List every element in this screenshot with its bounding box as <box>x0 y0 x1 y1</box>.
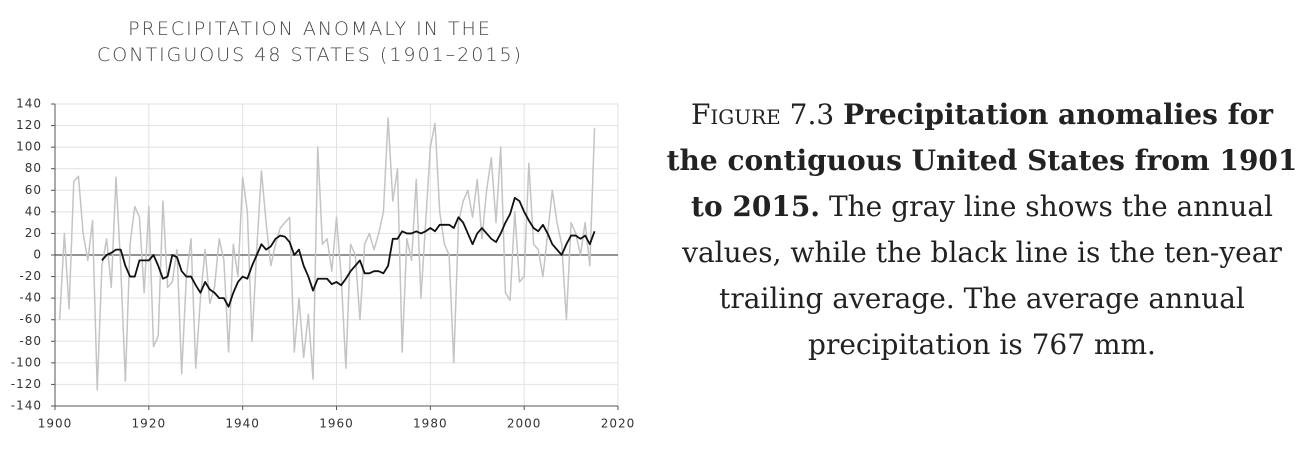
x-tick-label: 1900 <box>38 417 73 431</box>
x-tick-label: 1940 <box>225 417 260 431</box>
y-tick-label: -60 <box>19 312 42 326</box>
y-tick-label: -20 <box>19 269 42 283</box>
y-tick-label: -80 <box>19 334 42 348</box>
y-tick-label: 140 <box>16 97 42 111</box>
y-tick-label: -40 <box>19 291 42 305</box>
y-tick-label: 0 <box>33 248 42 262</box>
x-tick-label: 2000 <box>507 417 542 431</box>
caption-bold: Precipitation anomalies for the contiguo… <box>666 98 1298 223</box>
x-tick-label: 1920 <box>132 417 167 431</box>
y-tick-label: 40 <box>25 204 42 218</box>
caption-label: Figure 7.3 <box>690 98 835 131</box>
y-tick-label: 120 <box>16 118 42 132</box>
y-tick-label: -140 <box>11 399 42 413</box>
x-tick-label: 1960 <box>319 417 354 431</box>
chart-title: PRECIPITATION ANOMALY IN THE CONTIGUOUS … <box>97 18 523 66</box>
x-tick-label: 2020 <box>601 417 636 431</box>
y-tick-label: 80 <box>25 161 42 175</box>
caption-text: The gray line shows the annual values, w… <box>682 190 1282 361</box>
y-tick-label: -120 <box>11 377 42 391</box>
data-line <box>101 196 596 308</box>
y-tick-label: 100 <box>16 140 42 154</box>
y-tick-label: 20 <box>25 226 42 240</box>
data-line <box>58 117 596 391</box>
y-tick-label: 60 <box>25 183 42 197</box>
caption: Figure 7.3 Precipitation anomalies for t… <box>662 92 1302 368</box>
y-tick-label: -100 <box>11 355 42 369</box>
x-tick-label: 1980 <box>413 417 448 431</box>
